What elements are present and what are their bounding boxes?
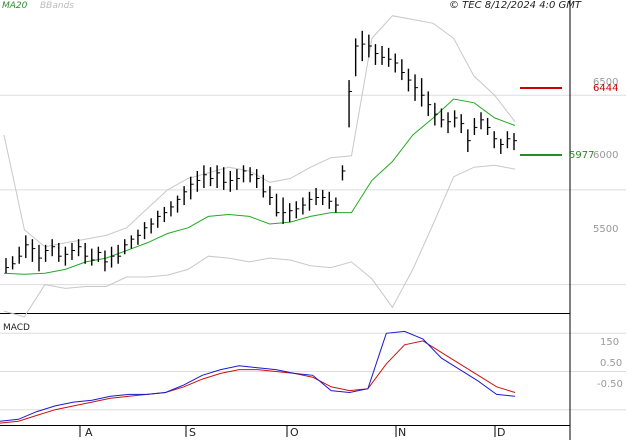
xtick-d: D: [497, 426, 506, 439]
bband-lower-line: [3, 164, 516, 318]
xtick-n: N: [398, 426, 407, 439]
macd-title: MACD: [3, 323, 30, 333]
macd-ytick-neg050: -0.50: [597, 379, 623, 390]
chart-credit: © TEC 8/12/2024 4:0 GMT: [449, 0, 581, 11]
macd-ytick-050: 0.50: [600, 358, 623, 369]
legend-bbands: BBands: [40, 1, 74, 11]
price-ytick-6000: 6000: [593, 150, 619, 161]
support-level-label: 5977: [569, 150, 595, 161]
macd-signal-line: [0, 340, 516, 424]
legend-ma20: MA20: [2, 1, 28, 11]
xtick-a: A: [85, 426, 93, 439]
price-ytick-6500: 6500: [593, 77, 619, 88]
price-ytick-5500: 5500: [593, 224, 619, 235]
xtick-s: S: [189, 426, 196, 439]
macd-line: [0, 330, 516, 422]
ma20-line: [3, 98, 516, 275]
macd-ytick-150: 150: [600, 337, 620, 348]
resistance-level-label: 6444: [593, 83, 619, 94]
xtick-o: O: [290, 426, 299, 439]
bband-upper-line: [3, 15, 516, 248]
